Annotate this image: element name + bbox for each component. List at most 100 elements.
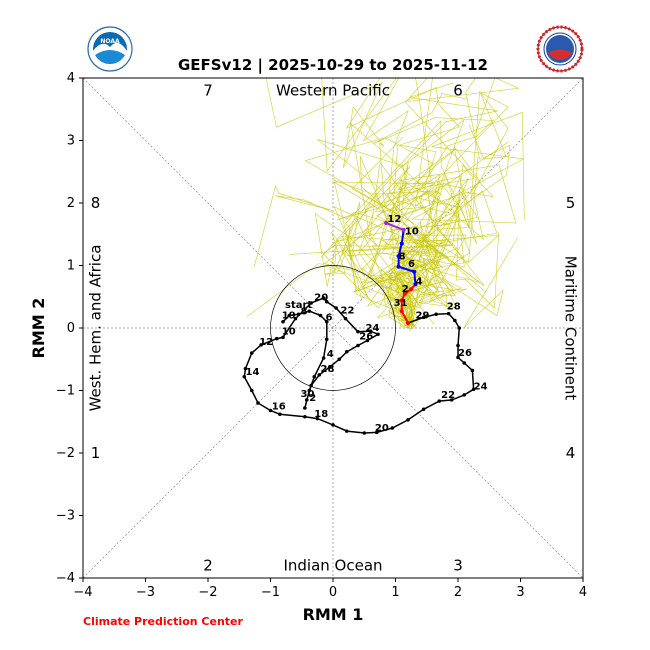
ensemble-member-line bbox=[320, 164, 430, 322]
y-tick-label: 0 bbox=[67, 321, 75, 336]
observed-day-label: 14 bbox=[246, 367, 260, 378]
ensemble-member-line bbox=[397, 82, 498, 328]
ensemble-members bbox=[246, 78, 525, 332]
observed-point bbox=[362, 431, 367, 435]
ensemble-member-line bbox=[304, 136, 434, 322]
phase-label: 7 bbox=[203, 82, 213, 100]
region-label-maritime-continent: Maritime Continent bbox=[562, 256, 580, 401]
x-tick-label: 0 bbox=[329, 585, 337, 600]
y-tick-label: −3 bbox=[56, 509, 75, 524]
forecast-point bbox=[399, 241, 404, 246]
observed-day-label: 8 bbox=[301, 306, 308, 317]
forecast-segment bbox=[413, 271, 417, 285]
chart-title: GEFSv12 | 2025-10-29 to 2025-11-12 bbox=[178, 56, 488, 75]
ensemble-member-line bbox=[391, 78, 509, 330]
observed-point bbox=[368, 329, 373, 333]
observed-day-label: 24 bbox=[366, 323, 380, 334]
observed-day-label: 20 bbox=[314, 293, 328, 304]
x-tick-label: −4 bbox=[73, 585, 92, 600]
observed-point bbox=[446, 311, 451, 316]
observed-day-label: 18 bbox=[314, 409, 328, 420]
forecast-day-label: 10 bbox=[405, 226, 419, 237]
y-axis-label: RMM 2 bbox=[29, 298, 48, 359]
observed-point bbox=[344, 349, 349, 354]
observed-point bbox=[259, 343, 263, 347]
observed-point bbox=[331, 423, 335, 427]
ensemble-member-line bbox=[373, 93, 494, 323]
observed-point bbox=[317, 373, 322, 377]
observed-point bbox=[453, 318, 457, 323]
observed-day-label: 16 bbox=[272, 401, 286, 412]
observed-point bbox=[304, 398, 309, 402]
forecast-point bbox=[402, 291, 407, 296]
forecast-point bbox=[399, 298, 404, 303]
observed-point bbox=[242, 374, 247, 379]
observed-point bbox=[268, 408, 273, 413]
observed-point bbox=[343, 316, 348, 321]
forecast-point bbox=[412, 269, 417, 274]
observed-point bbox=[312, 374, 317, 379]
forecast-point bbox=[396, 264, 401, 269]
ensemble-member-line bbox=[323, 182, 441, 323]
x-tick-label: −1 bbox=[261, 585, 280, 600]
observed-point bbox=[344, 429, 349, 433]
forecast-segment bbox=[398, 265, 415, 273]
region-label-western-pacific: Western Pacific bbox=[276, 82, 390, 100]
forecast-point bbox=[413, 282, 418, 287]
observed-point bbox=[324, 299, 329, 304]
ensemble-member-line bbox=[396, 111, 525, 322]
observed-point bbox=[457, 326, 462, 330]
ensemble-member-line bbox=[317, 139, 441, 328]
forecast-day-label: 8 bbox=[399, 251, 406, 262]
observed-day-label: 10 bbox=[282, 326, 296, 337]
start-label: start bbox=[285, 300, 312, 311]
forecast-day-label: 12 bbox=[387, 214, 401, 225]
phase-label: 2 bbox=[203, 557, 213, 575]
observed-point bbox=[421, 315, 426, 320]
svg-text:NOAA: NOAA bbox=[100, 38, 120, 45]
observed-point bbox=[318, 313, 323, 318]
region-label-west-hem-africa: West. Hem. and Africa bbox=[87, 245, 105, 412]
observed-point bbox=[406, 418, 410, 422]
observed-point bbox=[374, 430, 379, 435]
observed-point bbox=[421, 407, 426, 412]
y-tick-label: 3 bbox=[67, 134, 75, 149]
observed-point bbox=[449, 398, 454, 402]
observed-point bbox=[249, 351, 254, 355]
phase-label: 4 bbox=[566, 444, 576, 462]
ensemble-member-line bbox=[397, 90, 509, 327]
observed-point bbox=[303, 406, 307, 410]
forecast-day-label: 29 bbox=[416, 311, 430, 322]
unit-circle bbox=[270, 265, 396, 391]
observed-point bbox=[324, 319, 329, 324]
forecast-day-label: 6 bbox=[408, 259, 415, 270]
observed-day-label: 26 bbox=[359, 331, 373, 342]
observed-point bbox=[315, 416, 320, 421]
observed-day-label: 30 bbox=[301, 389, 315, 400]
x-tick-label: 4 bbox=[579, 585, 587, 600]
observed-point bbox=[462, 393, 467, 397]
observed-point bbox=[309, 301, 313, 305]
observed-point bbox=[324, 337, 329, 342]
observed-point bbox=[471, 387, 476, 392]
forecast-point bbox=[401, 227, 406, 232]
observed-point bbox=[456, 343, 460, 348]
observed-point bbox=[337, 357, 342, 362]
observed-point bbox=[303, 414, 307, 419]
credit-text: Climate Prediction Center bbox=[83, 615, 243, 628]
observed-day-label: 2 bbox=[309, 393, 316, 404]
x-tick-label: −2 bbox=[198, 585, 217, 600]
observed-point bbox=[462, 361, 467, 365]
y-tick-label: 4 bbox=[67, 71, 75, 86]
observed-point bbox=[321, 356, 326, 360]
observed-day-label: 26 bbox=[458, 348, 472, 359]
observed-day-label: 28 bbox=[321, 364, 335, 375]
forecast-point bbox=[384, 221, 389, 225]
x-tick-label: 3 bbox=[516, 585, 524, 600]
observed-day-label: 19 bbox=[282, 311, 296, 322]
forecast-segment bbox=[385, 222, 404, 231]
x-tick-label: 2 bbox=[454, 585, 462, 600]
y-tick-label: −2 bbox=[56, 446, 75, 461]
observed-point bbox=[293, 316, 298, 321]
